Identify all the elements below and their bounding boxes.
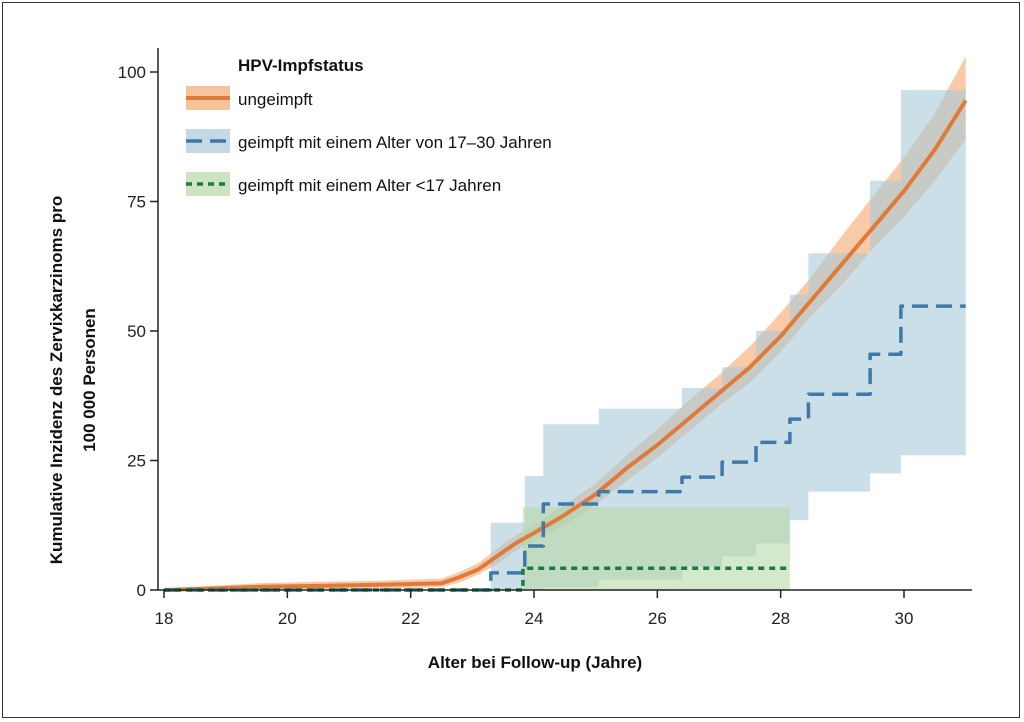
y-axis-title: Kumulative Inzidenz des Zervixkarzinoms … bbox=[47, 196, 99, 564]
y-tick-label: 100 bbox=[118, 63, 146, 82]
y-axis-title-line1: Kumulative Inzidenz des Zervixkarzinoms … bbox=[47, 196, 66, 564]
x-tick-label: 26 bbox=[648, 609, 667, 628]
y-ticks: 0 25 50 75 100 bbox=[118, 63, 158, 600]
y-tick-label: 0 bbox=[137, 581, 146, 600]
axes bbox=[157, 48, 972, 591]
x-tick-label: 22 bbox=[401, 609, 420, 628]
confidence-bands bbox=[164, 56, 966, 590]
legend-label-3: geimpft mit einem Alter <17 Jahren bbox=[238, 176, 501, 195]
y-axis-title-line2: 100 000 Personen bbox=[80, 308, 99, 452]
y-tick-label: 50 bbox=[127, 322, 146, 341]
x-tick-label: 30 bbox=[895, 609, 914, 628]
confidence-band-2 bbox=[164, 90, 966, 590]
x-tick-label: 24 bbox=[525, 609, 544, 628]
legend: HPV-Impfstatus ungeimpft geimpft mit eine… bbox=[186, 56, 552, 196]
x-tick-label: 20 bbox=[278, 609, 297, 628]
legend-title: HPV-Impfstatus bbox=[238, 56, 364, 75]
y-tick-label: 25 bbox=[127, 452, 146, 471]
x-ticks: 18 20 22 24 26 28 30 bbox=[155, 590, 914, 628]
confidence-band-3 bbox=[164, 507, 790, 590]
x-axis-title: Alter bei Follow-up (Jahre) bbox=[428, 653, 642, 672]
series-line-1 bbox=[163, 99, 968, 592]
legend-label-2: geimpft mit einem Alter von 17–30 Jahren bbox=[238, 133, 552, 152]
y-tick-label: 75 bbox=[127, 193, 146, 212]
legend-label-1: ungeimpft bbox=[238, 90, 313, 109]
x-tick-label: 18 bbox=[155, 609, 174, 628]
x-tick-label: 28 bbox=[771, 609, 790, 628]
series-line-2 bbox=[164, 304, 966, 592]
